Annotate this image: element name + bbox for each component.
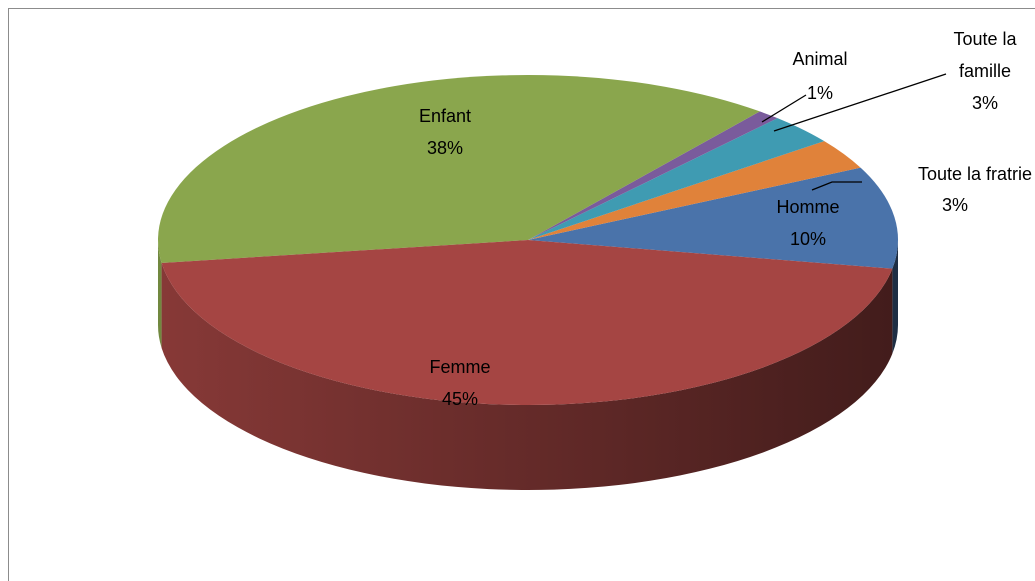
leader-line xyxy=(773,73,947,132)
value-label: 38% xyxy=(427,138,463,158)
value-label: 3% xyxy=(942,195,968,215)
category-label: Animal xyxy=(792,49,847,69)
pie-slice xyxy=(528,111,778,240)
category-label: Enfant xyxy=(419,106,471,126)
category-label: Toute la famille xyxy=(953,29,1017,81)
pie-side xyxy=(892,240,898,354)
pie-sides xyxy=(158,240,898,490)
category-label: Toute la fratrie xyxy=(918,164,1032,184)
leader-line xyxy=(761,94,807,123)
leader-line xyxy=(811,181,862,191)
pie-slice xyxy=(161,240,893,405)
pie-side xyxy=(158,240,162,348)
label-line: famille xyxy=(959,61,1011,81)
value-label: 10% xyxy=(790,229,826,249)
pie-slice xyxy=(528,118,825,240)
data-labels: Homme 10% Toute la fratrie 3% Toute la famill… xyxy=(419,29,1032,409)
category-label: Homme xyxy=(776,197,839,217)
pie-slice xyxy=(528,141,861,240)
category-label: Femme xyxy=(429,357,490,377)
pie-tops xyxy=(157,74,898,405)
value-label: 3% xyxy=(972,93,998,113)
value-label: 45% xyxy=(442,389,478,409)
label-line: Toute la xyxy=(953,29,1017,49)
pie-side xyxy=(161,262,893,490)
pie-slice xyxy=(157,74,760,263)
pie-slice xyxy=(528,167,898,269)
value-label: 1% xyxy=(807,83,833,103)
